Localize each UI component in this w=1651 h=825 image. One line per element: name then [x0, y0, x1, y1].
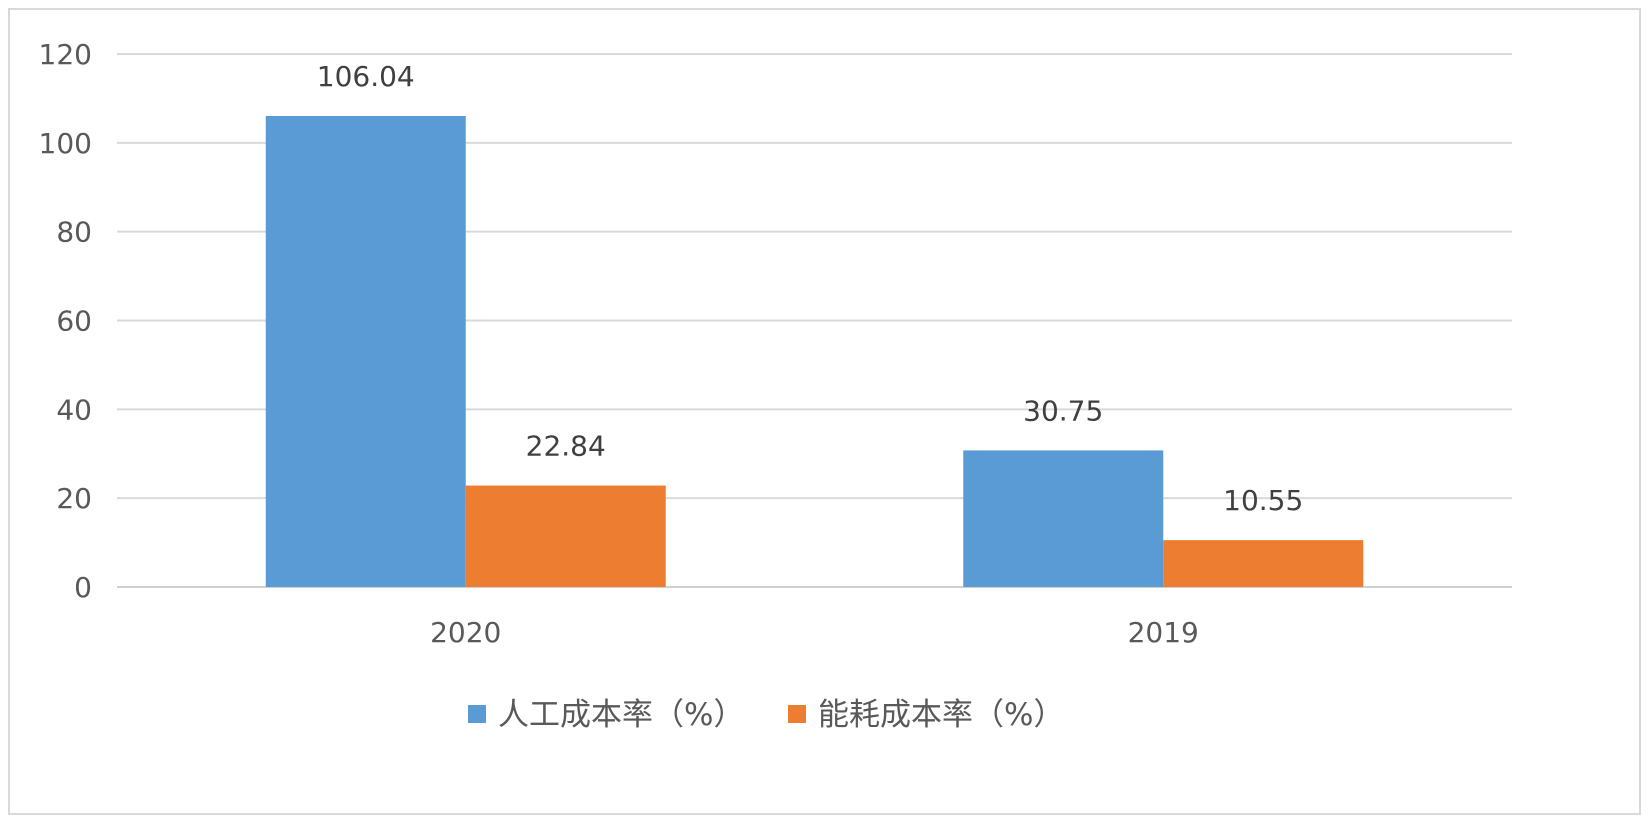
y-tick-label: 60 [56, 305, 92, 338]
bar-energy-cost-rate-2020 [465, 485, 666, 587]
legend-item-labor-cost-rate-swatch [468, 705, 486, 723]
x-tick-label: 2019 [1128, 616, 1199, 649]
data-labels: 106.04 22.84 30.75 10.55 [317, 60, 1304, 517]
y-axis-ticks: 0 20 40 60 80 100 120 [39, 38, 92, 604]
bar-labor-cost-rate-2019 [963, 450, 1164, 587]
legend: 人工成本率（%） 能耗成本率（%） [468, 697, 1064, 733]
y-tick-label: 80 [56, 216, 92, 249]
bar-labor-cost-rate-2020 [265, 116, 466, 587]
bars [265, 116, 1364, 587]
legend-item-labor-cost-rate-label: 人工成本率（%） [498, 697, 744, 733]
y-tick-label: 0 [74, 571, 92, 604]
y-tick-label: 40 [56, 393, 92, 426]
y-tick-label: 100 [39, 127, 92, 160]
bar-energy-cost-rate-2019 [1163, 540, 1364, 587]
y-tick-label: 120 [39, 38, 92, 71]
x-tick-label: 2020 [430, 616, 501, 649]
legend-item-energy-cost-rate-label: 能耗成本率（%） [818, 697, 1064, 733]
data-label: 10.55 [1223, 484, 1303, 517]
data-label: 106.04 [317, 60, 415, 93]
data-label: 30.75 [1023, 394, 1103, 427]
y-tick-label: 20 [56, 482, 92, 515]
data-label: 22.84 [526, 430, 606, 463]
legend-item-energy-cost-rate-swatch [788, 705, 806, 723]
x-axis-ticks: 2020 2019 [430, 616, 1199, 649]
